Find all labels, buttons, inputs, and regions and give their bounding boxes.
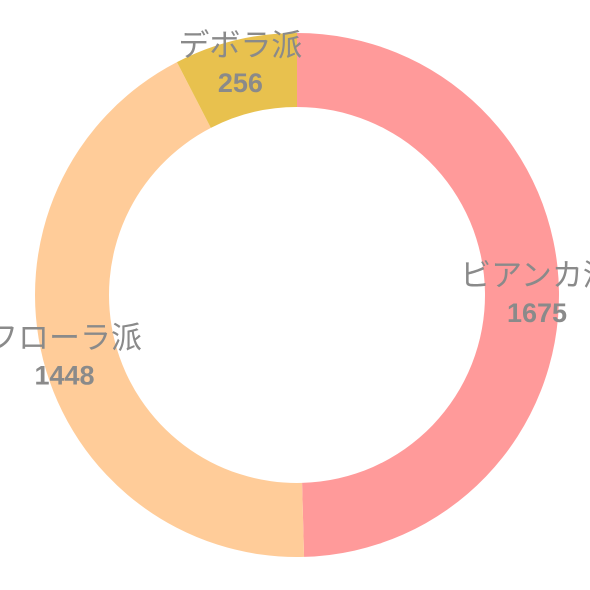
- slice-value-1: 1448: [35, 361, 95, 391]
- slice-label-0: ビアンカ派: [460, 258, 590, 294]
- slice-label-2: デボラ派: [178, 28, 302, 64]
- slice-value-2: 256: [218, 68, 263, 98]
- slice-value-0: 1675: [507, 298, 567, 328]
- labels-group: ビアンカ派 1675 フローラ派 1448 デボラ派 256: [0, 28, 590, 391]
- slices-group: [34, 33, 560, 558]
- slice-1: [34, 62, 305, 558]
- slice-label-1: フローラ派: [0, 321, 142, 357]
- slice-0: [297, 33, 560, 557]
- slice-2: [176, 33, 297, 128]
